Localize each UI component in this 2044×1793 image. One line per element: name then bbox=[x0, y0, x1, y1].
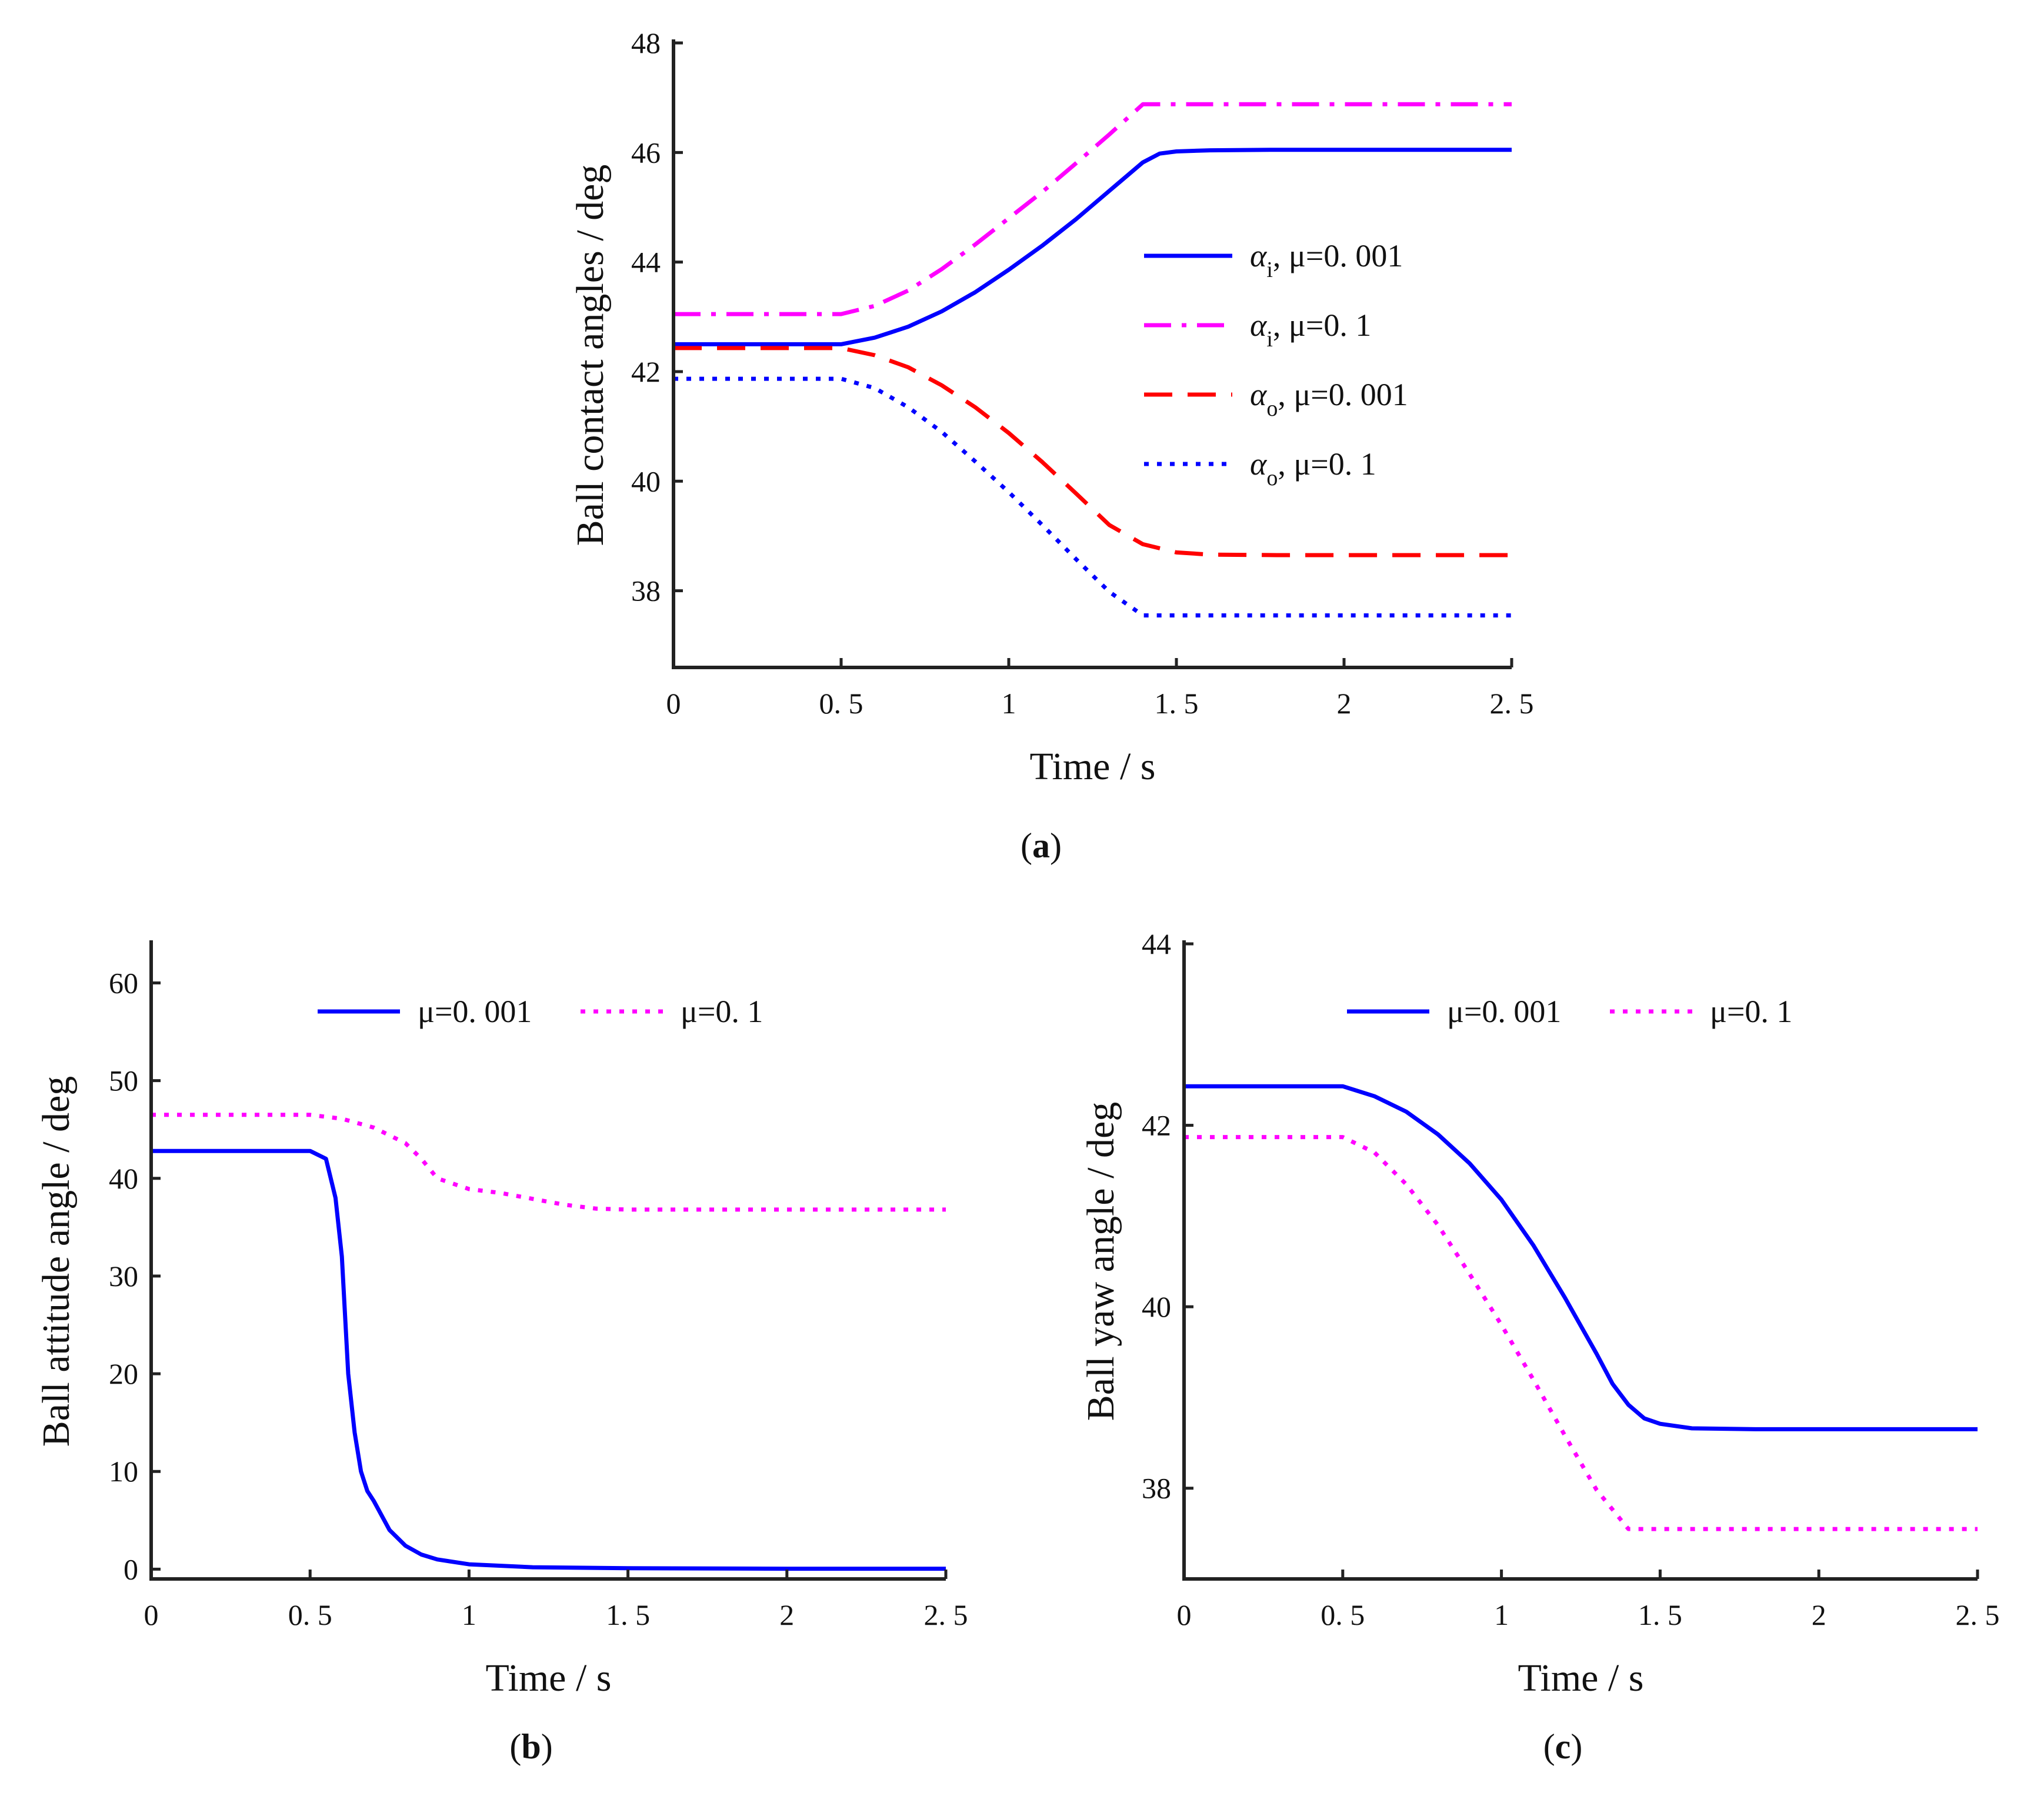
chart-a-contact-angles: 0 0. 5 1 1. 5 2 2. 5 38 40 42 44 46 48 Time / s Ball … bbox=[569, 26, 1534, 865]
series-line-a-1 bbox=[673, 102, 1512, 316]
legend-label-a-0: αi, μ=0. 001 bbox=[1250, 238, 1403, 282]
series-line-c-0 bbox=[1184, 1084, 1978, 1431]
legend-text: , μ=0. 1 bbox=[1273, 308, 1371, 343]
x-tick-label-b-1: 0. 5 bbox=[288, 1598, 332, 1631]
legend-subscript: o bbox=[1266, 466, 1278, 490]
legend-symbol: α bbox=[1250, 377, 1268, 412]
series-line-a-2 bbox=[673, 346, 1512, 557]
legend-label-a-1: αi, μ=0. 1 bbox=[1250, 308, 1371, 352]
caption-letter: c bbox=[1555, 1727, 1571, 1766]
x-axis-label-a: Time / s bbox=[1030, 745, 1156, 788]
chart-c-yaw-angle: 0 0. 5 1 1. 5 2 2. 5 38 40 42 44 Time / s Ball yaw … bbox=[1079, 927, 2000, 1766]
x-tick-label-c-5: 2. 5 bbox=[1956, 1598, 2000, 1631]
x-tick-label-b-4: 2 bbox=[779, 1598, 794, 1631]
caption-open-paren: ( bbox=[1021, 826, 1032, 865]
x-tick-label-b-0: 0 bbox=[144, 1598, 159, 1631]
y-tick-label-c-2: 42 bbox=[1142, 1109, 1171, 1142]
chart-b-attitude-angle: 0 0. 5 1 1. 5 2 2. 5 0 10 20 30 40 50 60 Time / s Ball… bbox=[35, 940, 968, 1766]
legend-text: μ=0. 1 bbox=[681, 994, 763, 1029]
legend-text: μ=0. 001 bbox=[418, 994, 532, 1029]
legend-label-a-3: αo, μ=0. 1 bbox=[1250, 446, 1376, 490]
series-line-b-1 bbox=[151, 1113, 946, 1212]
x-axis-label-c: Time / s bbox=[1518, 1657, 1644, 1699]
legend-label-c-1: μ=0. 1 bbox=[1710, 994, 1792, 1029]
caption-a: (a) bbox=[1021, 826, 1062, 865]
caption-letter: a bbox=[1032, 826, 1050, 865]
y-tick-label-b-4: 40 bbox=[109, 1162, 138, 1195]
x-tick-label-c-2: 1 bbox=[1494, 1598, 1509, 1631]
x-tick-label-b-3: 1. 5 bbox=[606, 1598, 650, 1631]
y-axis-label-c: Ball yaw angle / deg bbox=[1079, 1102, 1122, 1421]
y-tick-label-b-0: 0 bbox=[124, 1552, 138, 1585]
legend-c: μ=0. 001 μ=0. 1 bbox=[1347, 994, 1792, 1029]
x-tick-label-a-0: 0 bbox=[666, 687, 681, 720]
x-tick-label-a-3: 1. 5 bbox=[1155, 687, 1199, 720]
legend-symbol: α bbox=[1250, 238, 1268, 273]
y-tick-label-a-4: 46 bbox=[631, 136, 661, 169]
y-tick-label-a-3: 44 bbox=[631, 246, 661, 279]
caption-open-paren: ( bbox=[1543, 1727, 1555, 1766]
x-tick-label-b-2: 1 bbox=[462, 1598, 476, 1631]
legend-text: , μ=0. 001 bbox=[1273, 238, 1403, 273]
series-line-b-0 bbox=[151, 1148, 946, 1571]
y-tick-label-a-5: 48 bbox=[631, 26, 661, 59]
y-tick-label-b-3: 30 bbox=[109, 1260, 138, 1293]
caption-letter: b bbox=[521, 1727, 541, 1766]
y-tick-label-b-2: 20 bbox=[109, 1357, 138, 1390]
legend-text: μ=0. 1 bbox=[1710, 994, 1792, 1029]
x-tick-label-a-1: 0. 5 bbox=[819, 687, 863, 720]
legend-label-b-0: μ=0. 001 bbox=[418, 994, 532, 1029]
x-axis-label-b: Time / s bbox=[486, 1657, 612, 1699]
y-tick-label-a-1: 40 bbox=[631, 465, 661, 498]
legend-subscript: i bbox=[1266, 327, 1273, 352]
y-tick-label-b-5: 50 bbox=[109, 1064, 138, 1097]
legend-text: μ=0. 001 bbox=[1447, 994, 1561, 1029]
legend-b: μ=0. 001 μ=0. 1 bbox=[318, 994, 763, 1029]
series-line-a-0 bbox=[673, 148, 1512, 346]
y-tick-label-a-0: 38 bbox=[631, 575, 661, 607]
y-tick-label-a-2: 42 bbox=[631, 355, 661, 388]
x-tick-label-a-4: 2 bbox=[1337, 687, 1352, 720]
legend-subscript: o bbox=[1266, 396, 1278, 421]
x-tick-label-c-0: 0 bbox=[1177, 1598, 1192, 1631]
x-tick-label-b-5: 2. 5 bbox=[924, 1598, 968, 1631]
y-tick-label-c-1: 40 bbox=[1142, 1290, 1171, 1323]
legend-symbol: α bbox=[1250, 308, 1268, 343]
legend-symbol: α bbox=[1250, 446, 1268, 482]
legend-text: , μ=0. 001 bbox=[1278, 377, 1408, 412]
y-tick-label-b-1: 10 bbox=[109, 1455, 138, 1488]
x-tick-label-c-3: 1. 5 bbox=[1638, 1598, 1682, 1631]
series-line-a-3 bbox=[673, 376, 1512, 617]
series-line-c-1 bbox=[1184, 1135, 1978, 1531]
legend-text: , μ=0. 1 bbox=[1278, 446, 1376, 482]
x-tick-label-a-2: 1 bbox=[1002, 687, 1016, 720]
legend-subscript: i bbox=[1266, 258, 1273, 282]
y-tick-label-b-6: 60 bbox=[109, 966, 138, 999]
x-tick-label-c-4: 2 bbox=[1812, 1598, 1826, 1631]
x-tick-label-a-5: 2. 5 bbox=[1490, 687, 1534, 720]
legend-label-a-2: αo, μ=0. 001 bbox=[1250, 377, 1408, 421]
y-tick-label-c-0: 38 bbox=[1142, 1472, 1171, 1505]
y-axis-label-a: Ball contact angles / deg bbox=[569, 165, 612, 546]
caption-close-paren: ) bbox=[541, 1727, 553, 1766]
caption-b: (b) bbox=[509, 1727, 552, 1766]
x-tick-label-c-1: 0. 5 bbox=[1321, 1598, 1365, 1631]
caption-close-paren: ) bbox=[1050, 826, 1062, 865]
legend-label-b-1: μ=0. 1 bbox=[681, 994, 763, 1029]
caption-c: (c) bbox=[1543, 1727, 1583, 1766]
legend-label-c-0: μ=0. 001 bbox=[1447, 994, 1561, 1029]
caption-open-paren: ( bbox=[509, 1727, 521, 1766]
y-axis-label-b: Ball attitude angle / deg bbox=[35, 1076, 78, 1447]
caption-close-paren: ) bbox=[1570, 1727, 1582, 1766]
y-tick-label-c-3: 44 bbox=[1142, 927, 1171, 960]
